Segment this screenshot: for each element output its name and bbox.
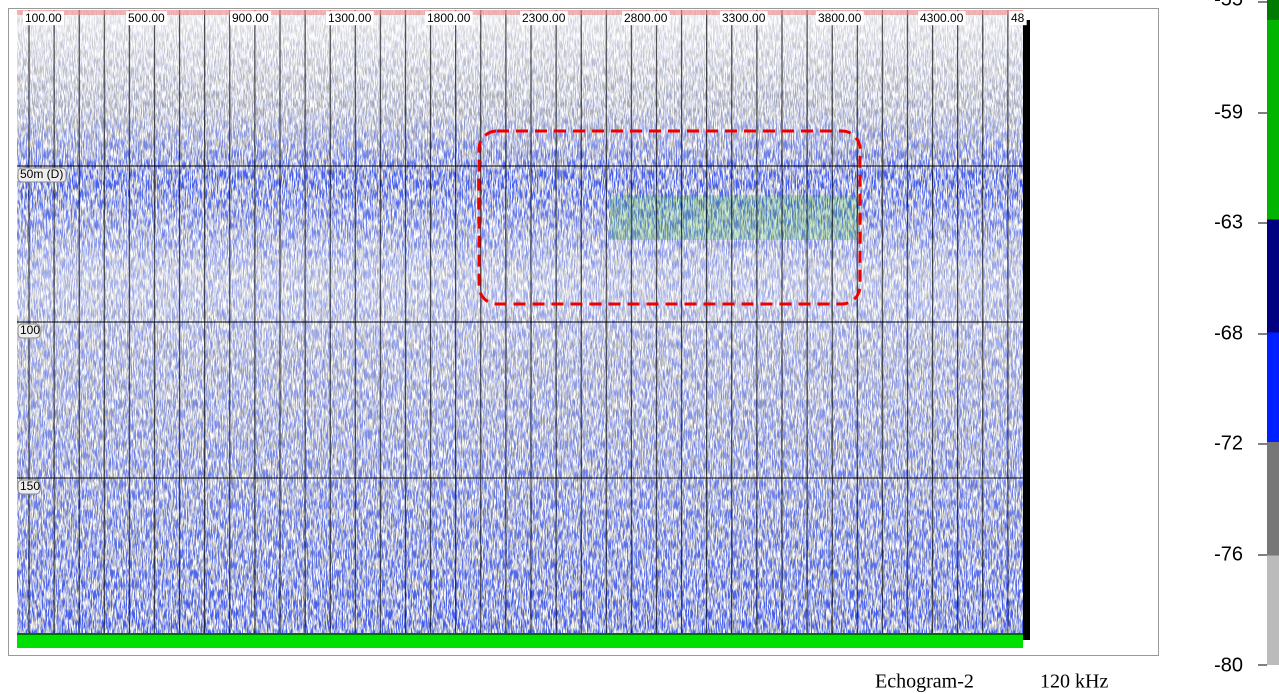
ping-label: 1300.00 (328, 11, 372, 25)
ping-label: 500.00 (128, 11, 165, 25)
right-bar (1023, 20, 1030, 640)
echogram-window: 100.00 500.00 900.00 1300.00 1800.00 230… (0, 0, 1279, 693)
color-scale-ticks (1258, 2, 1267, 665)
depth-label: 50m (D) (20, 167, 63, 181)
scale-label: -80 (1214, 654, 1243, 676)
ping-label: 100.00 (25, 11, 62, 25)
frequency: 120 kHz (1040, 671, 1108, 693)
scale-label: -72 (1214, 432, 1243, 454)
color-scale-bar (1267, 0, 1279, 665)
scale-label: -55 (1214, 0, 1243, 10)
ping-label: 2300.00 (522, 11, 566, 25)
scale-label: -59 (1214, 101, 1243, 123)
ping-label: 900.00 (232, 11, 269, 25)
ping-label: 3800.00 (818, 11, 862, 25)
depth-label: 150 (20, 479, 40, 493)
bottom-bar (17, 633, 1023, 648)
depth-label: 100 (20, 323, 40, 337)
scale-label: -63 (1214, 211, 1243, 233)
ping-label: 3300.00 (722, 11, 766, 25)
ping-label: 4300.00 (920, 11, 964, 25)
ping-label: 48 (1011, 11, 1025, 25)
echogram-name: Echogram-2 (875, 671, 974, 693)
scale-label: -68 (1214, 322, 1243, 344)
scale-label: -76 (1214, 543, 1243, 565)
ping-label: 2800.00 (624, 11, 668, 25)
ping-label: 1800.00 (427, 11, 471, 25)
